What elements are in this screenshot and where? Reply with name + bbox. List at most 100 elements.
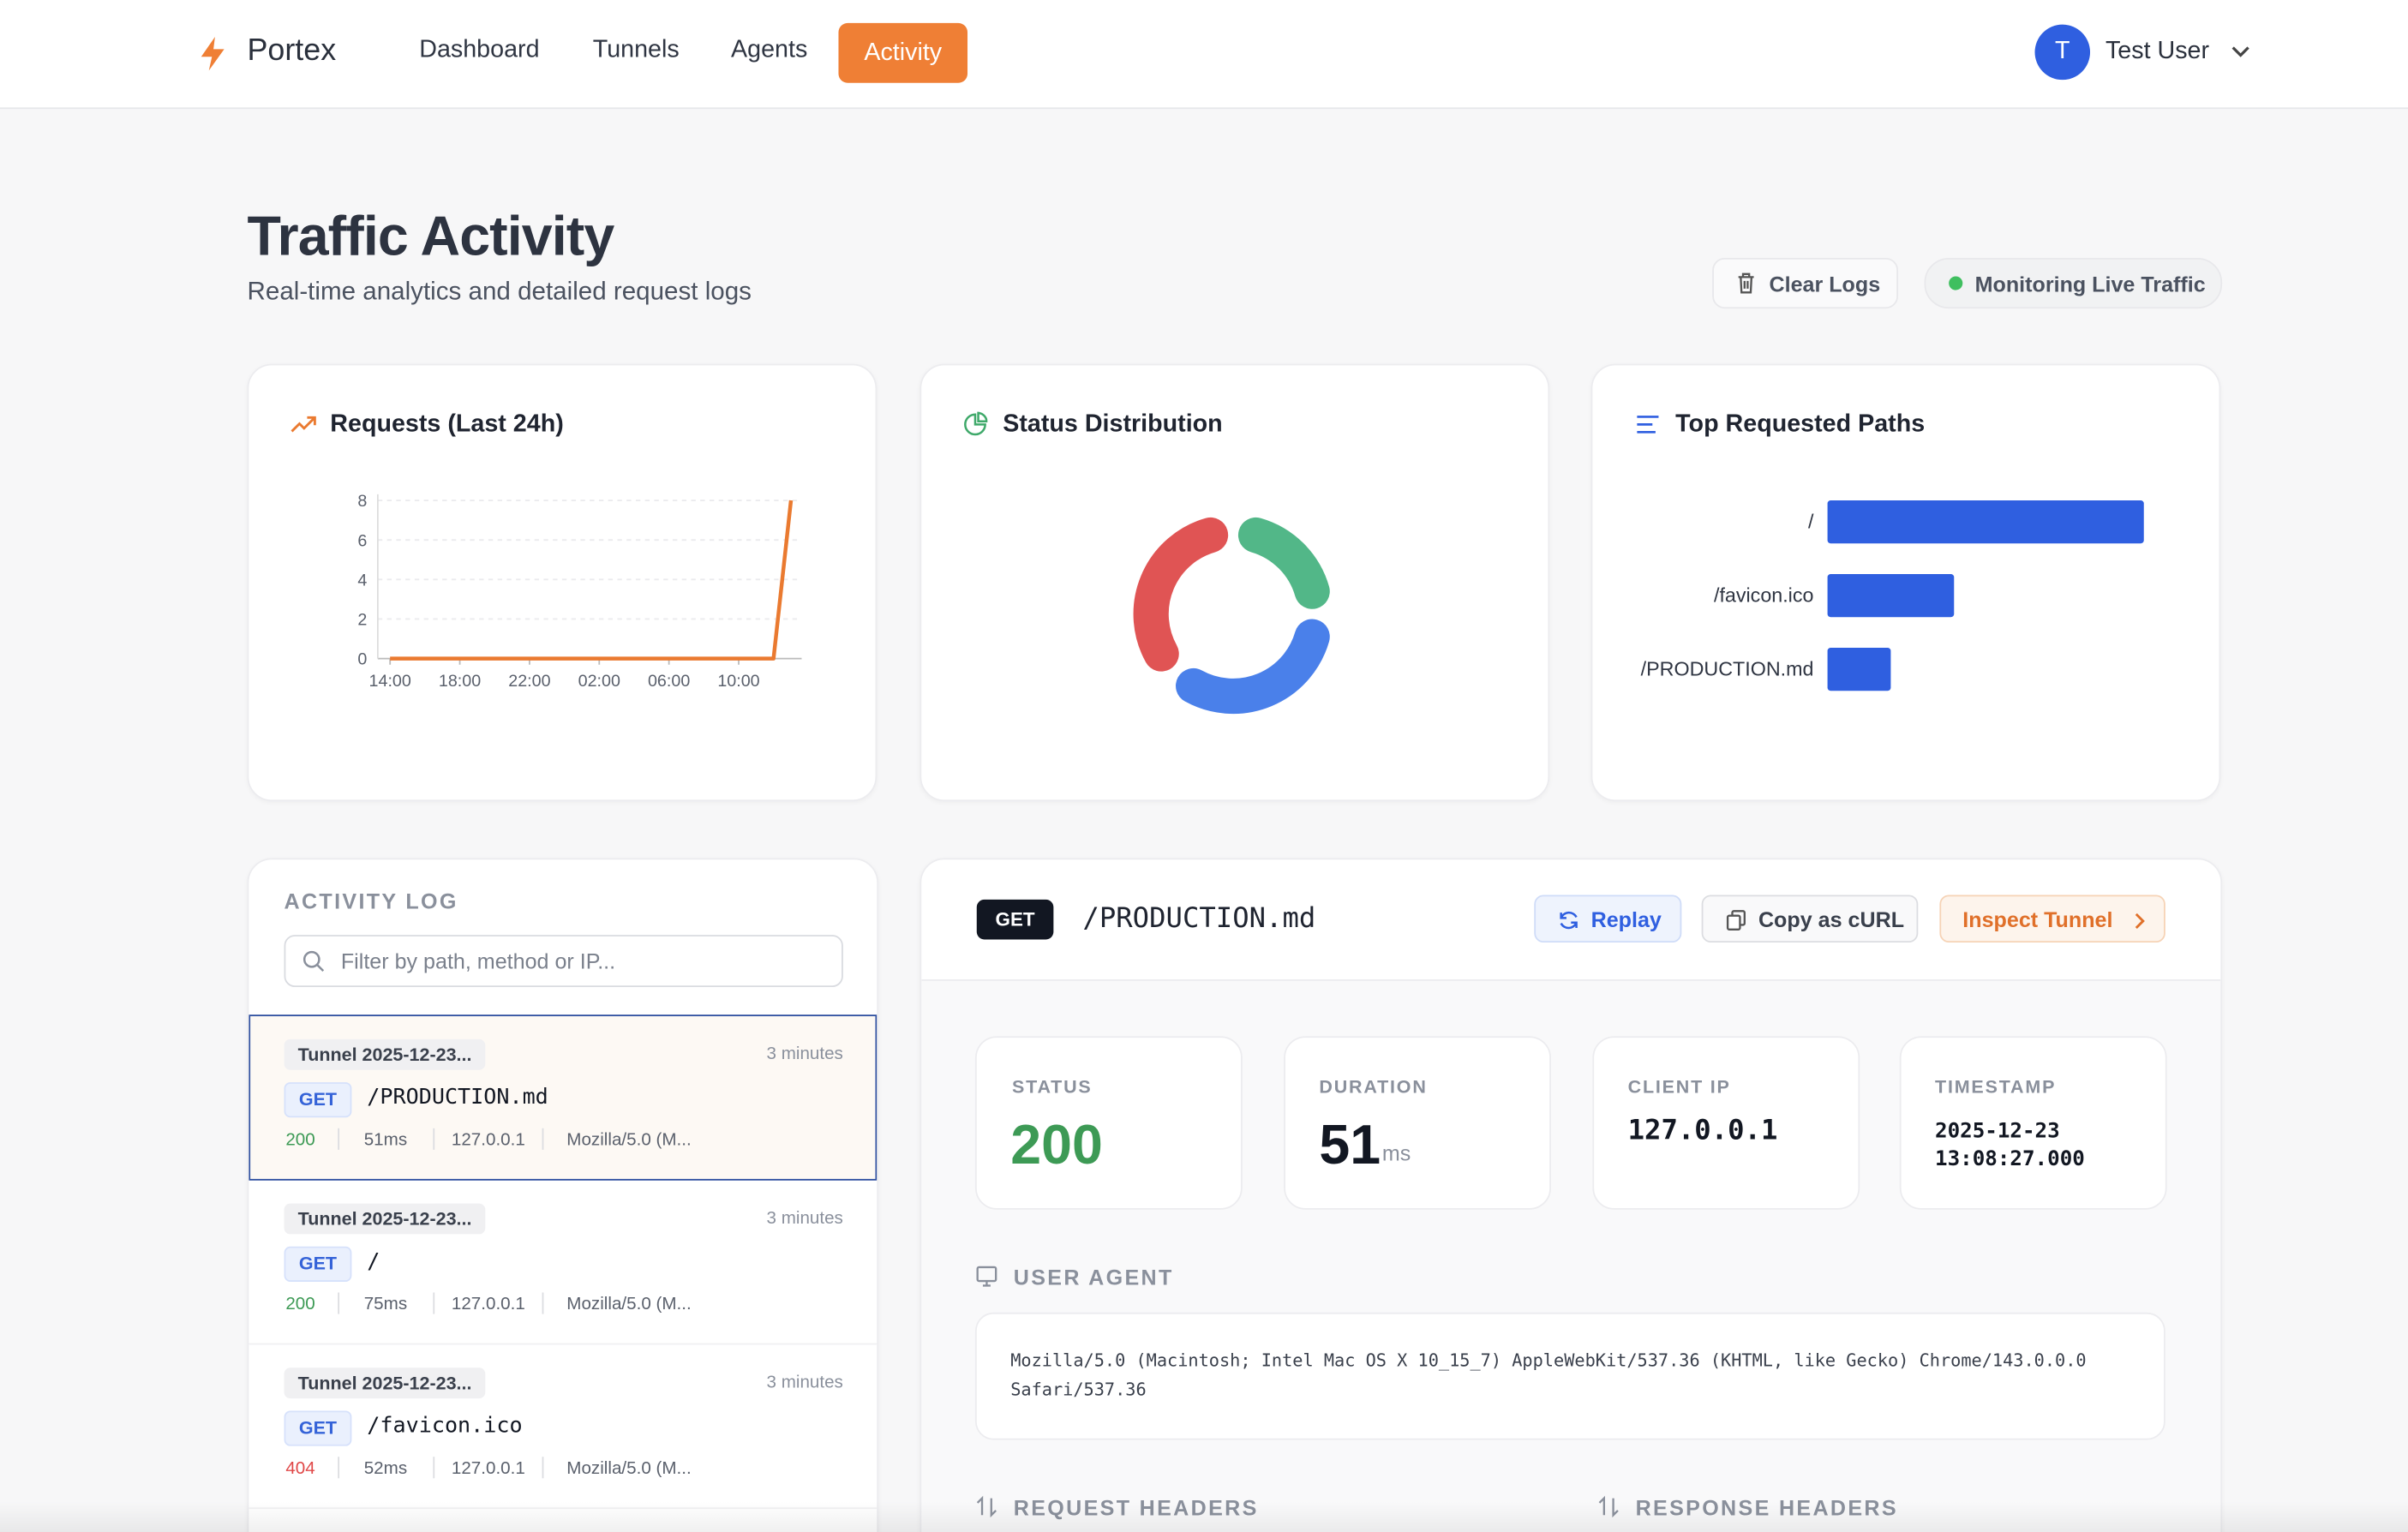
y-tick-label: /favicon.ico	[1714, 583, 1813, 606]
section-title: USER AGENT	[1013, 1265, 1174, 1290]
entry-duration: 75ms	[363, 1296, 408, 1314]
method-badge: GET	[284, 1082, 352, 1118]
separator	[433, 1292, 435, 1314]
log-entry[interactable]: Tunnel 2025-12-23... 3 minutes GET/favicon…	[249, 1343, 878, 1510]
activity-log: ACTIVITY LOG Filter by path, method or I…	[247, 858, 879, 1532]
entry-time: 3 minutes	[766, 1045, 843, 1064]
line-series	[390, 500, 794, 661]
replay-label: Replay	[1590, 907, 1662, 932]
arrows-icon	[976, 1495, 997, 1518]
entry-agent: Mozilla/5.0 (M...	[566, 1459, 692, 1479]
x-tick-label: 10:00	[717, 672, 759, 691]
separator	[338, 1292, 340, 1314]
stat-label: CLIENT IP	[1627, 1075, 1731, 1098]
donut-segment	[1133, 517, 1229, 672]
x-tick-label: 18:00	[439, 672, 481, 691]
entry-path: /PRODUCTION.md	[367, 1085, 548, 1110]
replay-icon	[1560, 911, 1578, 930]
trend-icon	[291, 416, 316, 433]
stat-card: TIMESTAMP 2025-12-23 13:08:27.000	[1899, 1036, 2167, 1210]
chevron-down[interactable]	[2230, 45, 2251, 60]
entry-ip: 127.0.0.1	[451, 1459, 525, 1479]
card-title: Requests (Last 24h)	[330, 411, 564, 438]
method-badge: GET	[284, 1246, 352, 1282]
stat-label: TIMESTAMP	[1935, 1075, 2057, 1098]
status-card: Status Distribution	[919, 363, 1550, 802]
search-input[interactable]: Filter by path, method or IP...	[284, 935, 843, 987]
tunnel-tag: Tunnel 2025-12-23...	[284, 1203, 486, 1235]
logo-icon	[201, 36, 225, 71]
tunnel-tag: Tunnel 2025-12-23...	[284, 1038, 486, 1070]
stat-value: 51	[1319, 1112, 1381, 1176]
y-tick-label: /PRODUCTION.md	[1641, 657, 1814, 679]
copy-icon	[1726, 910, 1746, 931]
clear-logs-button[interactable]: Clear Logs	[1712, 257, 1899, 309]
separator	[542, 1128, 544, 1150]
card-title: Status Distribution	[1003, 411, 1223, 438]
section-title: REQUEST HEADERS	[1014, 1495, 1259, 1520]
copy-curl-label: Copy as cURL	[1758, 907, 1905, 932]
user-name[interactable]: Test User	[2105, 38, 2210, 65]
stat-value: 200	[1010, 1112, 1103, 1176]
x-tick-label: 14:00	[369, 672, 411, 691]
detail-path: /PRODUCTION.md	[1082, 902, 1316, 936]
entry-ip: 127.0.0.1	[451, 1131, 525, 1150]
log-entry[interactable]: Tunnel 2025-12-23... 3 minutes GET/PRODUCT…	[249, 1014, 878, 1181]
y-tick-label: 2	[357, 611, 367, 630]
nav-link[interactable]: Tunnels	[592, 36, 680, 63]
stat-label: STATUS	[1011, 1075, 1093, 1098]
log-entries: Tunnel 2025-12-23... 3 minutes GET/PRODUCT…	[249, 1014, 878, 1532]
donut-segment	[1237, 517, 1330, 609]
trash-icon	[1738, 272, 1754, 294]
separator	[338, 1457, 340, 1479]
log-entry[interactable]: Tunnel 2025-12-23... 3 minutes GET / 200 75ms…	[249, 1179, 878, 1345]
entry-agent: Mozilla/5.0 (M...	[566, 1131, 692, 1150]
requests-card: Requests (Last 24h)	[247, 363, 878, 802]
y-tick-label: /	[1808, 510, 1814, 532]
pie-icon	[964, 411, 988, 436]
log-title: ACTIVITY LOG	[284, 889, 458, 913]
entry-status: 200	[285, 1131, 315, 1150]
method-badge: GET	[976, 899, 1054, 940]
list-icon	[1637, 416, 1659, 434]
nav-link[interactable]: Dashboard	[419, 36, 540, 63]
navbar: Portex Dashboard Tunnels Agents Activity…	[0, 0, 2408, 110]
inspect-tunnel-button[interactable]: Inspect Tunnel	[1939, 895, 2165, 943]
donut-segment	[1176, 619, 1330, 715]
stat-value: 2025-12-23	[1935, 1119, 2060, 1144]
copy-curl-button[interactable]: Copy as cURL	[1701, 895, 1919, 943]
stat-label: DURATION	[1319, 1075, 1428, 1098]
page-title: Traffic Activity	[247, 204, 615, 267]
x-tick-label: 06:00	[648, 672, 690, 691]
y-tick-label: 4	[357, 571, 367, 589]
entry-duration: 51ms	[363, 1131, 408, 1150]
y-tick-label: 6	[357, 531, 367, 550]
replay-button[interactable]: Replay	[1534, 895, 1682, 943]
method-badge: GET	[284, 1410, 352, 1446]
avatar[interactable]: T	[2034, 24, 2091, 81]
stat-value: 13:08:27.000	[1935, 1146, 2085, 1171]
clear-logs-label: Clear Logs	[1769, 272, 1881, 296]
brand[interactable]: Portex	[247, 33, 337, 68]
live-status-label: Monitoring Live Traffic	[1974, 272, 2206, 296]
separator	[433, 1128, 435, 1150]
stat-unit: ms	[1381, 1140, 1411, 1165]
nav-link[interactable]: Agents	[731, 36, 808, 63]
search-placeholder: Filter by path, method or IP...	[340, 949, 616, 973]
bar	[1827, 500, 2144, 544]
x-tick-label: 22:00	[508, 672, 550, 691]
stat-card: STATUS 200	[974, 1036, 1243, 1210]
live-dot	[1949, 276, 1963, 290]
stat-card: DURATION 51 ms	[1284, 1036, 1552, 1210]
bar	[1827, 648, 1891, 691]
separator	[542, 1457, 544, 1479]
monitor-icon	[976, 1266, 997, 1287]
entry-ip: 127.0.0.1	[451, 1296, 525, 1314]
nav-link-active[interactable]: Activity	[838, 22, 968, 83]
separator	[542, 1292, 544, 1314]
y-tick-label: 8	[357, 492, 367, 511]
section-title: RESPONSE HEADERS	[1636, 1495, 1898, 1520]
user-agent-text: Safari/537.36	[1010, 1379, 1147, 1400]
entry-time: 3 minutes	[766, 1209, 843, 1229]
entry-path: /favicon.ico	[367, 1414, 523, 1439]
